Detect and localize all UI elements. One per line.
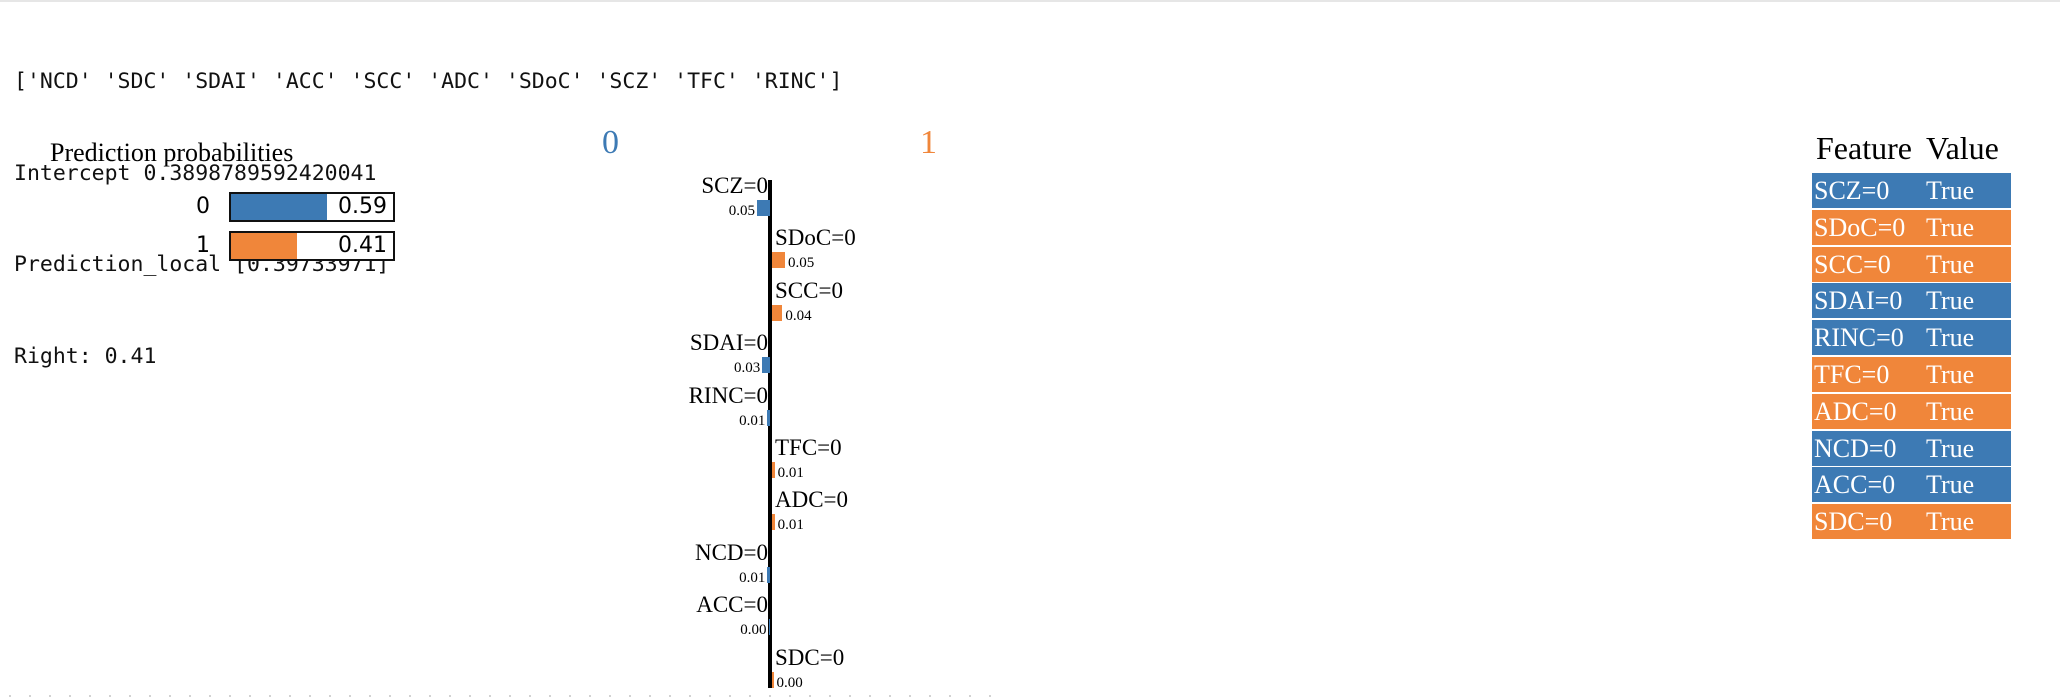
table-cell-feature: ACC=0 xyxy=(1814,470,1896,500)
probability-value: 0.59 xyxy=(338,194,387,219)
table-cell-feature: ADC=0 xyxy=(1814,396,1897,426)
table-row: ADC=0 True xyxy=(1812,393,2011,429)
table-cell-value: True xyxy=(1926,470,1975,500)
feature-weight-bar xyxy=(762,357,770,374)
table-cell-feature: SDAI=0 xyxy=(1814,286,1903,316)
feature-weight-label: 0.00 xyxy=(776,674,803,691)
table-row: SDAI=0 True xyxy=(1812,283,2011,319)
feature-weight-label: 0.01 xyxy=(777,465,804,481)
feature-weight-bar xyxy=(757,200,770,216)
table-row: RINC=0 True xyxy=(1812,320,2011,356)
feature-label: SDoC=0 xyxy=(775,225,856,251)
feature-weight-bar xyxy=(768,619,770,636)
table-cell-feature: SCC=0 xyxy=(1814,249,1891,279)
feature-weight-label: 0.01 xyxy=(739,569,766,586)
feature-label: TFC=0 xyxy=(775,435,842,460)
feature-label: SCC=0 xyxy=(775,277,843,303)
class-1-label: 1 xyxy=(920,124,937,161)
table-row: SCZ=0 True xyxy=(1812,173,2011,208)
table-row: TFC=0 True xyxy=(1812,357,2011,392)
table-cell-value: True xyxy=(1926,176,1975,205)
output-divider xyxy=(0,695,1000,697)
feature-weight-label: 0.05 xyxy=(788,255,815,272)
table-cell-feature: SDC=0 xyxy=(1814,507,1893,537)
feature-weight-label: 0.05 xyxy=(728,203,755,219)
feature-label: ACC=0 xyxy=(696,592,768,618)
feature-label: SDC=0 xyxy=(775,644,845,670)
table-cell-value: True xyxy=(1926,360,1975,389)
table-row: SCC=0 True xyxy=(1812,246,2011,282)
feature-label: SDAI=0 xyxy=(689,330,768,356)
feature-weight-bar xyxy=(767,409,770,426)
table-header-value: Value xyxy=(1926,130,1999,166)
console-line-right: Right: 0.41 xyxy=(14,343,157,369)
table-header-feature: Feature xyxy=(1816,130,1912,166)
feature-weight-bar xyxy=(767,566,770,583)
notebook-top-border xyxy=(0,0,2060,2)
table-cell-feature: NCD=0 xyxy=(1814,433,1897,463)
table-row: ACC=0 True xyxy=(1812,467,2011,503)
feature-weight-label: 0.03 xyxy=(733,360,761,377)
feature-weight-label: 0.00 xyxy=(740,622,767,639)
feature-weight-bar xyxy=(772,252,785,269)
table-cell-value: True xyxy=(1926,507,1975,537)
feature-weight-label: 0.04 xyxy=(785,307,812,324)
table-cell-value: True xyxy=(1926,212,1975,242)
prediction-probabilities-title: Prediction probabilities xyxy=(50,138,294,167)
table-cell-feature: SCZ=0 xyxy=(1814,176,1890,205)
class-0-label: 0 xyxy=(602,124,619,161)
feature-weight-label: 0.01 xyxy=(777,517,804,534)
feature-weight-bar xyxy=(772,304,783,321)
feature-label: ADC=0 xyxy=(775,487,849,513)
table-cell-value: True xyxy=(1926,396,1975,426)
console-line-intercept: Intercept 0.3898789592420041 xyxy=(14,160,377,186)
table-row: NCD=0 True xyxy=(1812,430,2011,466)
probability-class-label: 0 xyxy=(196,194,210,219)
probability-value: 0.41 xyxy=(338,233,387,258)
console-line-features: ['NCD' 'SDC' 'SDAI' 'ACC' 'SCC' 'ADC' 'S… xyxy=(14,69,843,94)
table-cell-value: True xyxy=(1926,249,1975,279)
table-cell-feature: RINC=0 xyxy=(1814,323,1904,353)
probability-bar-box: 0.59 xyxy=(229,192,395,222)
feature-weight-bar xyxy=(772,462,775,478)
feature-weight-bar xyxy=(772,671,774,688)
table-row: SDoC=0 True xyxy=(1812,209,2011,245)
feature-label: NCD=0 xyxy=(694,539,768,565)
feature-label: RINC=0 xyxy=(688,382,768,408)
table-cell-feature: TFC=0 xyxy=(1814,360,1890,389)
console-line-prediction-local: Prediction_local [0.39733971] xyxy=(14,252,390,277)
console-output: ['NCD' 'SDC' 'SDAI' 'ACC' 'SCC' 'ADC' 'S… xyxy=(14,6,842,403)
table-cell-value: True xyxy=(1926,433,1975,463)
table-cell-value: True xyxy=(1926,286,1975,316)
probability-bar-box: 0.41 xyxy=(229,231,395,261)
feature-weight-bar xyxy=(772,514,775,531)
table-cell-feature: SDoC=0 xyxy=(1814,212,1906,242)
probability-bar-fill xyxy=(231,194,327,220)
table-row: SDC=0 True xyxy=(1812,504,2011,540)
probability-class-label: 1 xyxy=(196,233,210,258)
feature-weight-label: 0.01 xyxy=(739,412,766,429)
probability-bar-fill xyxy=(231,233,298,259)
feature-label: SCZ=0 xyxy=(701,173,768,198)
chart-center-axis xyxy=(768,180,772,688)
table-cell-value: True xyxy=(1926,323,1975,353)
